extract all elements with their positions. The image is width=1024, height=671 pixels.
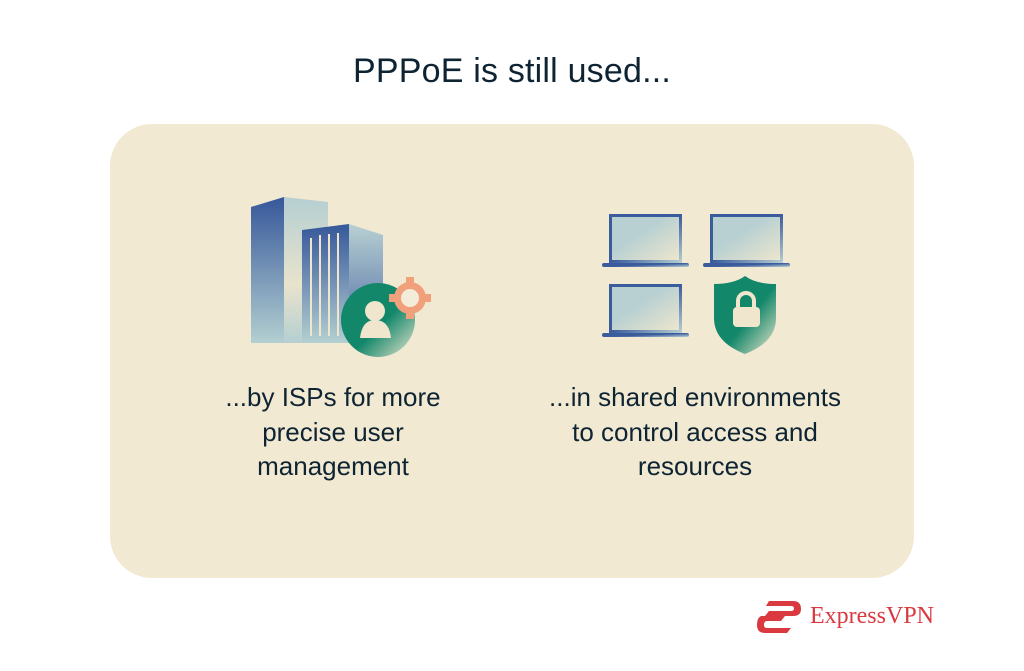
laptop-icon-3	[602, 284, 689, 337]
page-title: PPPoE is still used...	[352, 52, 672, 90]
laptop-icon-1	[602, 214, 689, 267]
laptops-shield-lock-icon	[602, 214, 790, 354]
caption-shared-environments: ...in shared environments to control acc…	[549, 382, 841, 481]
laptop-icon-2	[703, 214, 790, 267]
caption-isps: ...by ISPs for more precise user managem…	[225, 382, 441, 481]
office-buildings-user-gear-icon	[251, 197, 431, 357]
content-card	[110, 124, 914, 578]
expressvpn-logo-icon	[757, 601, 801, 633]
brand-name: ExpressVPN	[810, 603, 934, 629]
expressvpn-logo: ExpressVPN	[757, 599, 947, 635]
